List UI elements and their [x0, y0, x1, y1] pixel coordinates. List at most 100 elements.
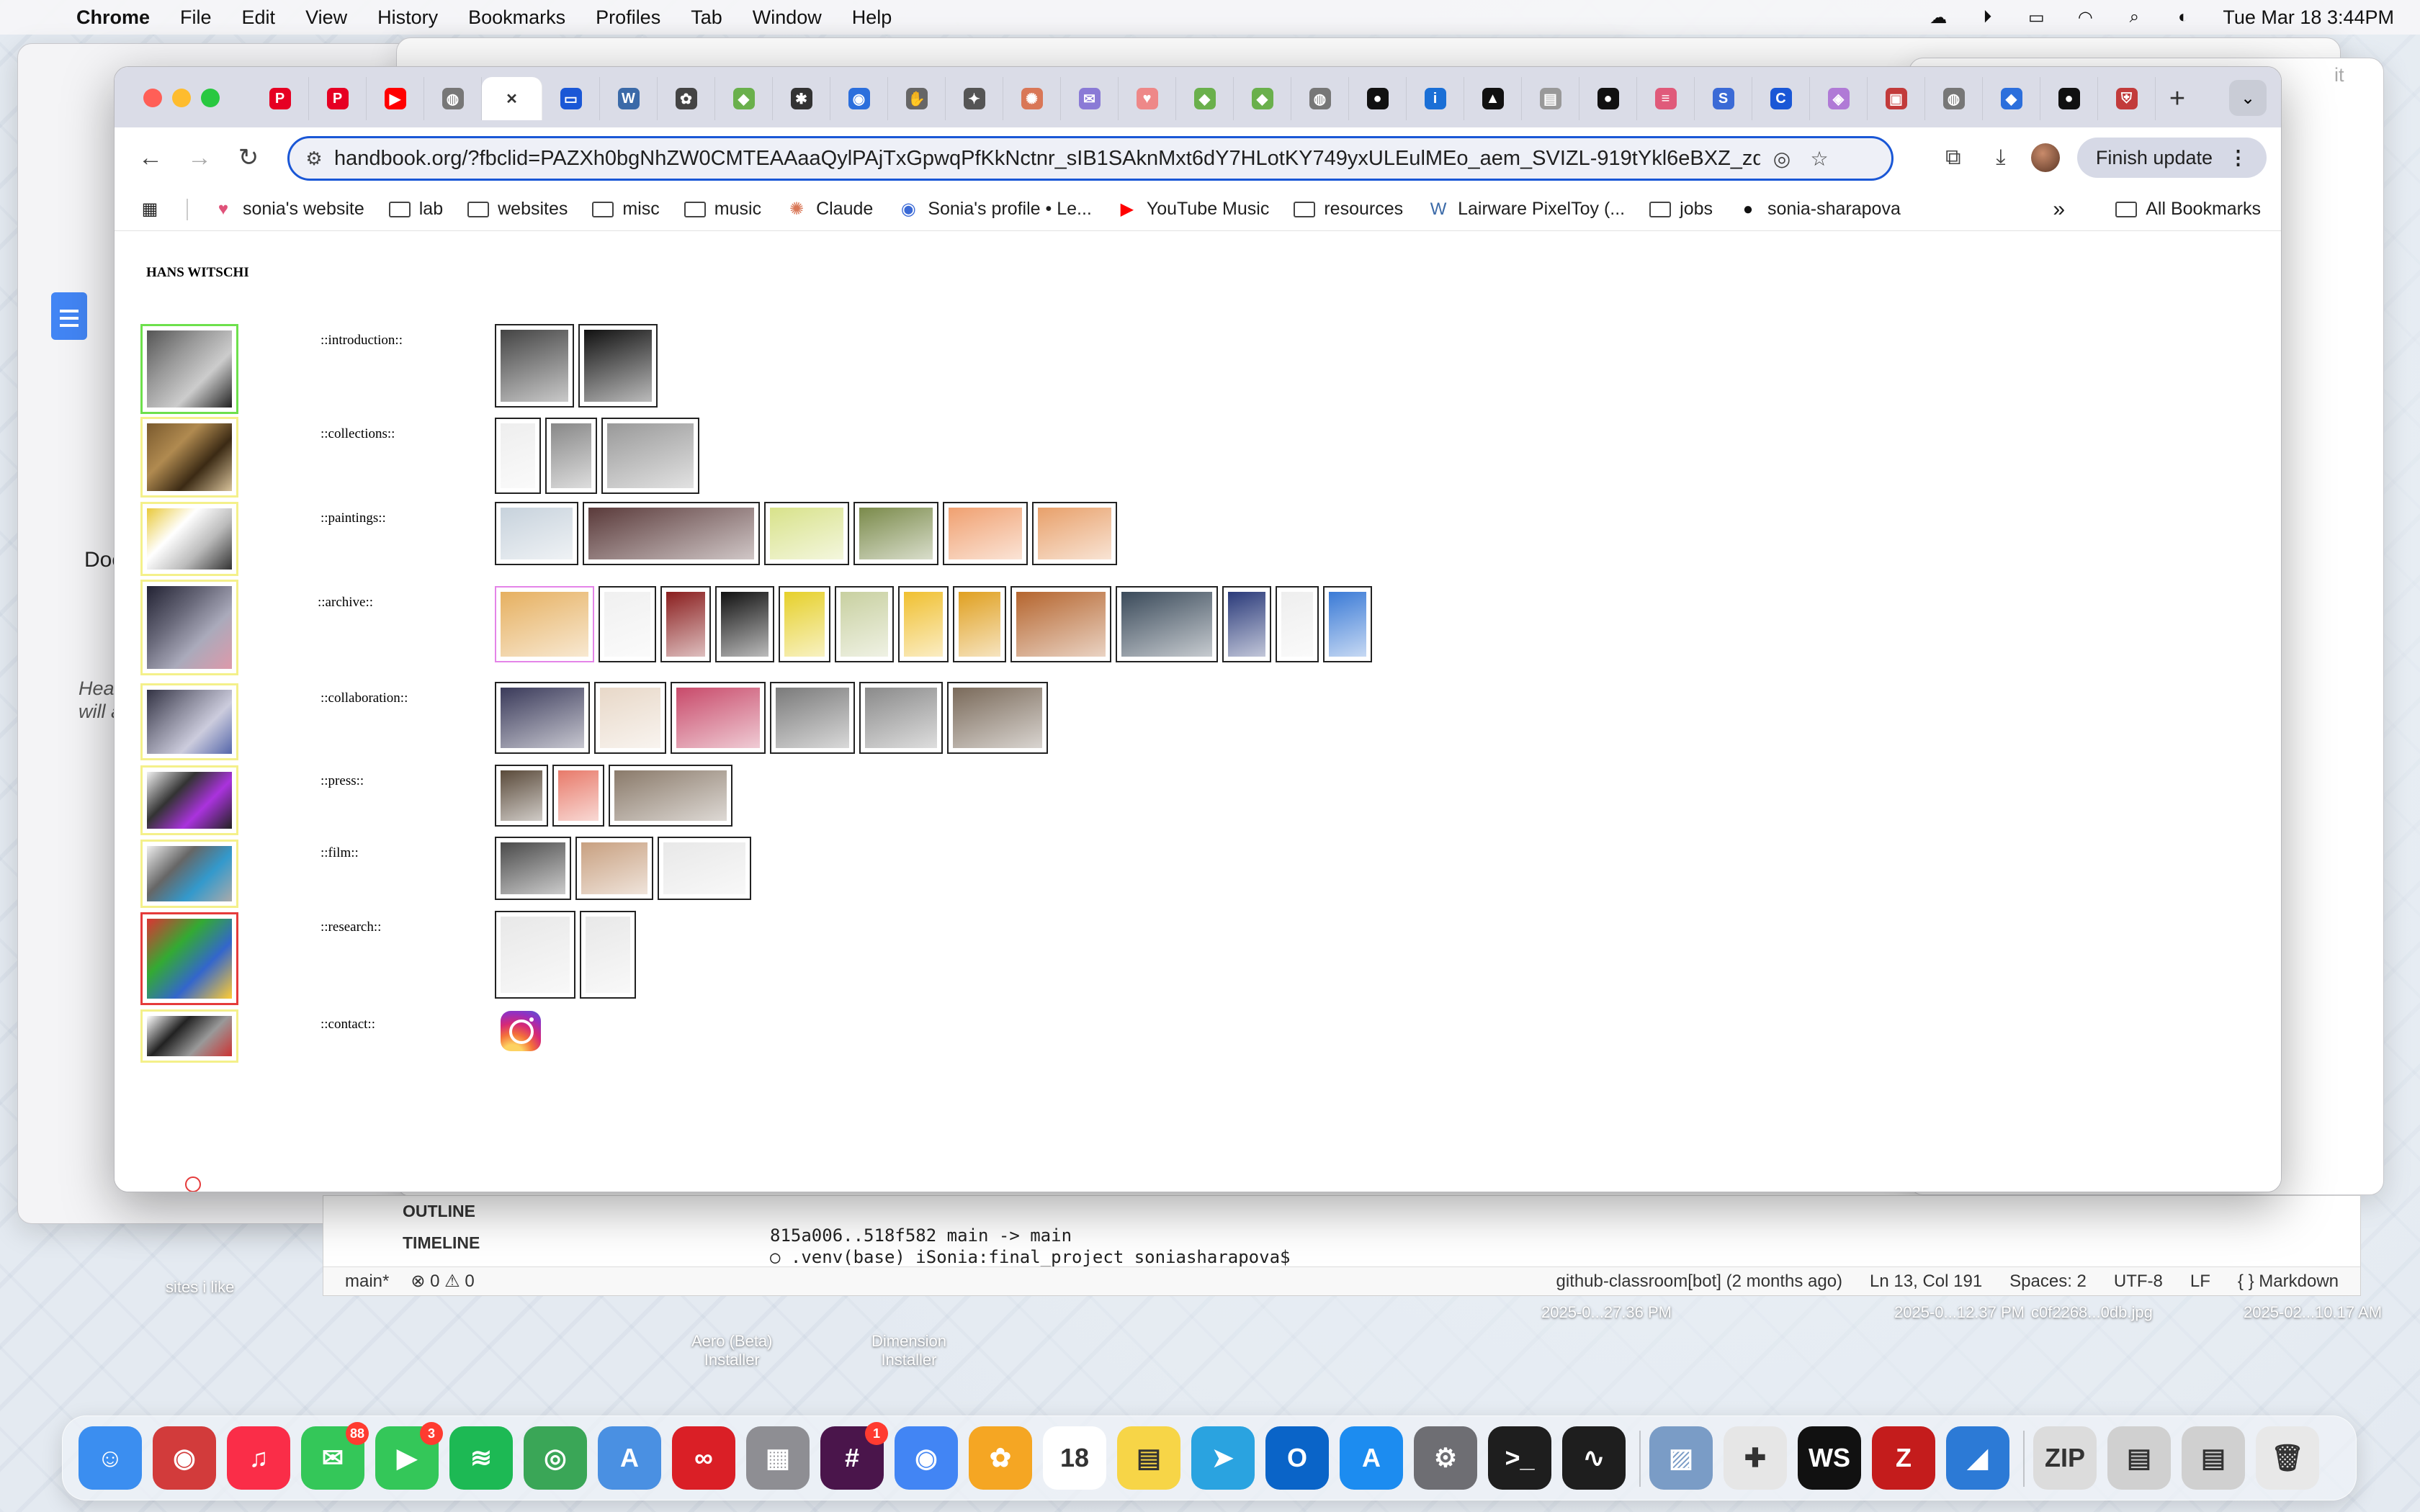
bookmark-item[interactable]: ● sonia-sharapova [1737, 199, 1901, 220]
menu-window[interactable]: Window [752, 6, 822, 28]
sidebar-thumbnail[interactable] [140, 502, 238, 577]
menu-file[interactable]: File [180, 6, 212, 28]
gallery-thumbnail[interactable] [1276, 586, 1319, 662]
browser-tab[interactable]: ● [1579, 77, 1637, 120]
browser-tab[interactable]: C [1752, 77, 1810, 120]
apps-grid-icon[interactable]: ▦ [141, 199, 158, 219]
desktop-file-1[interactable]: 2025-0...27.36 PM [1541, 1303, 1672, 1321]
creative-cloud-status-icon[interactable]: ☁ [1930, 7, 1948, 27]
browser-tab[interactable]: ▲ [1464, 77, 1522, 120]
webstorm-icon[interactable]: WS [1798, 1426, 1861, 1490]
notes-icon[interactable]: ▤ [1117, 1426, 1180, 1490]
indentation[interactable]: Spaces: 2 [2009, 1271, 2087, 1291]
all-bookmarks-button[interactable]: All Bookmarks [2115, 199, 2261, 220]
section-label[interactable]: ::collaboration:: [321, 690, 408, 706]
bookmark-item[interactable]: ✺ Claude [786, 199, 873, 220]
desktop-file-4[interactable]: 2025-02...10.17 AM [2244, 1303, 2383, 1321]
gallery-thumbnail[interactable] [495, 418, 541, 494]
bookmark-item[interactable]: ♥ sonia's website [212, 199, 364, 220]
gallery-thumbnail[interactable] [658, 837, 751, 900]
sidebar-thumbnail[interactable] [140, 417, 238, 498]
browser-tab[interactable]: ✕ [482, 77, 542, 120]
browser-tab[interactable]: ◈ [1810, 77, 1868, 120]
section-label[interactable]: ::research:: [321, 919, 382, 935]
google-lens-icon[interactable]: ◎ [1773, 147, 1791, 170]
filezilla-icon[interactable]: Z [1872, 1426, 1935, 1490]
outline-panel-header[interactable]: OUTLINE [403, 1202, 475, 1220]
bookmark-item[interactable]: lab [388, 199, 443, 220]
gallery-thumbnail[interactable] [947, 682, 1048, 754]
browser-tab[interactable]: ▭ [542, 77, 600, 120]
gallery-thumbnail[interactable] [495, 586, 594, 662]
bookmark-item[interactable]: resources [1294, 199, 1403, 220]
menu-bookmarks[interactable]: Bookmarks [468, 6, 566, 28]
sidebar-thumbnail[interactable] [140, 765, 238, 835]
gallery-thumbnail[interactable] [1116, 586, 1218, 662]
menu-profiles[interactable]: Profiles [596, 6, 661, 28]
sidebar-thumbnail[interactable] [140, 839, 238, 908]
spotify-icon[interactable]: ≋ [449, 1426, 513, 1490]
desktop-aero-installer[interactable]: Aero (Beta) Installer [691, 1332, 773, 1369]
gallery-thumbnail[interactable] [764, 502, 849, 565]
browser-tab[interactable]: ♥ [1119, 77, 1176, 120]
terminal-output[interactable]: 815a006..518f582 main -> main ○ .venv(ba… [770, 1225, 1290, 1268]
line-ending[interactable]: LF [2190, 1271, 2210, 1291]
bookmark-item[interactable]: W Lairware PixelToy (... [1428, 199, 1625, 220]
gallery-thumbnail[interactable] [779, 586, 830, 662]
gallery-thumbnail[interactable] [495, 911, 575, 999]
gallery-thumbnail[interactable] [898, 586, 949, 662]
browser-tab[interactable]: ▤ [1522, 77, 1579, 120]
gallery-thumbnail[interactable] [953, 586, 1006, 662]
chrome-window[interactable]: P P ▶ ◍ ✕ ▭ W ✿ ◆ ✱ ◉ ✋ ✦ ✺ ✉ ♥ ◆ ◆ ◍ ● i ▲ ▤ ● ≡ S C ◈ ▣ ◍ ◆ ● ⛨ + ⌄ ← →… [114, 66, 2282, 1192]
gallery-thumbnail[interactable] [495, 682, 590, 754]
menu-tab[interactable]: Tab [691, 6, 722, 28]
section-label[interactable]: ::paintings:: [321, 510, 386, 526]
bookmark-item[interactable]: music [684, 199, 761, 220]
app-store-icon[interactable]: A [1340, 1426, 1403, 1490]
bookmark-star-icon[interactable]: ☆ [1810, 147, 1829, 170]
extensions-icon[interactable]: ⧉ [1945, 145, 1961, 169]
creative-cloud-icon[interactable]: ∞ [672, 1426, 735, 1490]
gallery-thumbnail[interactable] [578, 324, 658, 408]
gallery-thumbnail[interactable] [859, 682, 943, 754]
site-info-icon[interactable]: ⚙ [305, 147, 323, 169]
close-window-button[interactable] [143, 89, 162, 107]
browser-tab[interactable]: ✿ [658, 77, 715, 120]
sidebar-thumbnail[interactable] [140, 579, 238, 676]
browser-tab[interactable]: ◍ [1925, 77, 1983, 120]
menu-help[interactable]: Help [851, 6, 892, 28]
gallery-thumbnail[interactable] [545, 418, 597, 494]
downloads-stack-icon[interactable]: ▤ [2107, 1426, 2171, 1490]
music-icon[interactable]: ♫ [227, 1426, 290, 1490]
back-button[interactable]: ← [138, 143, 163, 171]
gallery-thumbnail[interactable] [1222, 586, 1271, 662]
browser-tab[interactable]: ✦ [946, 77, 1003, 120]
profile-avatar[interactable] [2030, 143, 2060, 172]
new-tab-button[interactable]: + [2169, 83, 2186, 114]
gallery-thumbnail[interactable] [943, 502, 1028, 565]
gallery-thumbnail[interactable] [495, 324, 574, 408]
battery-icon[interactable]: ▭ [2028, 7, 2045, 27]
tab-search-button[interactable]: ⌄ [2229, 80, 2267, 116]
slack-icon[interactable]: #1 [820, 1422, 888, 1490]
finder-icon[interactable]: ☺ [79, 1426, 142, 1490]
browser-tab[interactable]: ◆ [1176, 77, 1234, 120]
telegram-icon[interactable]: ➤ [1191, 1426, 1255, 1490]
activity-monitor-icon[interactable]: ∿ [1562, 1426, 1626, 1490]
facetime-icon[interactable]: ▶ 3 [375, 1422, 443, 1490]
gallery-thumbnail[interactable] [835, 586, 894, 662]
problems-indicator[interactable]: ⊗ 0 ⚠ 0 [411, 1272, 475, 1291]
bookmark-item[interactable]: misc [592, 199, 660, 220]
browser-tab[interactable]: P [251, 77, 309, 120]
cursor-position[interactable]: Ln 13, Col 191 [1870, 1271, 1983, 1291]
desktop-dimension-installer[interactable]: Dimension Installer [871, 1332, 946, 1369]
browser-tab[interactable]: W [600, 77, 658, 120]
gallery-thumbnail[interactable] [594, 682, 666, 754]
gallery-thumbnail[interactable] [601, 418, 699, 494]
bookmark-item[interactable]: ▶ YouTube Music [1116, 199, 1270, 220]
browser-tab[interactable]: ● [2040, 77, 2098, 120]
vscode-icon[interactable]: ◢ [1946, 1426, 2009, 1490]
gallery-thumbnail[interactable] [1323, 586, 1372, 662]
sidebar-thumbnail[interactable] [140, 324, 238, 414]
encoding[interactable]: UTF-8 [2113, 1271, 2163, 1291]
